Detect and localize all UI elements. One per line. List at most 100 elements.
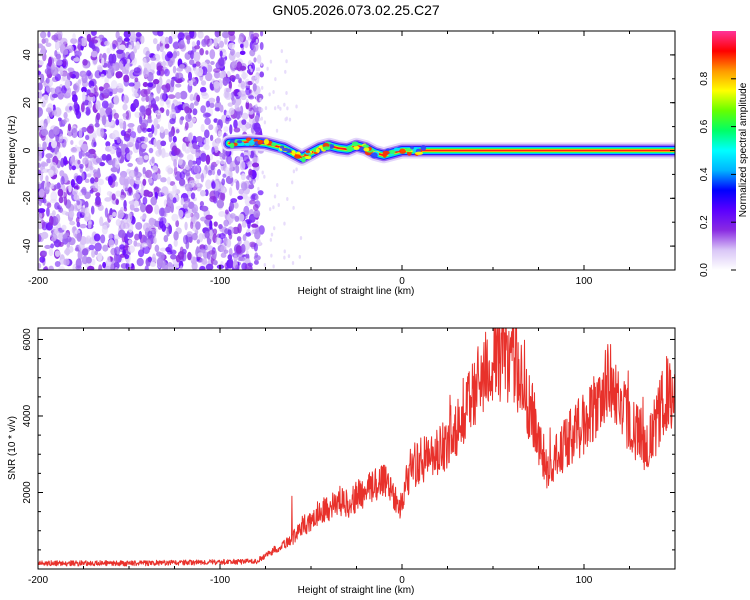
noise-speckle [142, 196, 148, 205]
noise-speckle [193, 100, 199, 106]
noise-speckle [123, 74, 130, 83]
noise-speckle [160, 247, 167, 252]
noise-speckle [237, 223, 242, 234]
noise-speckle [138, 146, 144, 157]
noise-speckle [189, 102, 195, 110]
noise-speckle [207, 169, 213, 176]
noise-speckle [147, 256, 152, 263]
noise-speckle [291, 261, 295, 266]
noise-speckle [119, 244, 126, 250]
noise-speckle [65, 247, 70, 256]
noise-speckle [61, 224, 67, 231]
ridge-blob [305, 150, 310, 154]
noise-speckle [139, 105, 146, 113]
colorbar-ticks: 0.0 0.2 0.4 0.6 0.8 [699, 71, 736, 277]
noise-speckle [193, 164, 201, 174]
noise-speckle [130, 131, 137, 139]
noise-speckle [235, 245, 243, 254]
ridge-blob [363, 147, 370, 152]
noise-speckle [45, 107, 52, 113]
noise-speckle [241, 119, 247, 125]
ridge-blob [291, 150, 296, 156]
noise-speckle [187, 159, 193, 168]
noise-speckle [199, 265, 206, 270]
noise-speckle [205, 154, 211, 165]
noise-speckle [111, 193, 116, 201]
noise-speckle [277, 104, 280, 109]
noise-speckle [161, 261, 169, 270]
noise-speckle [127, 187, 133, 193]
noise-speckle [100, 234, 106, 244]
noise-speckle [251, 162, 260, 168]
noise-speckle [201, 258, 208, 265]
noise-speckle [44, 68, 51, 75]
noise-speckle [88, 92, 95, 98]
noise-speckle [94, 70, 102, 79]
noise-speckle [47, 31, 51, 38]
noise-speckle [65, 105, 70, 111]
noise-speckle [75, 265, 82, 270]
noise-speckle [115, 190, 122, 197]
noise-speckle [295, 104, 298, 109]
noise-speckle [175, 83, 182, 88]
ridge-blob [405, 148, 412, 152]
noise-speckle [158, 147, 162, 155]
noise-speckle [159, 99, 165, 107]
noise-speckle [179, 171, 186, 180]
noise-speckle [149, 95, 154, 101]
noise-speckle [55, 53, 62, 60]
noise-speckle [221, 178, 226, 186]
noise-speckle [135, 41, 141, 50]
noise-speckle [107, 175, 113, 186]
noise-speckle [214, 107, 221, 112]
noise-speckle [235, 51, 241, 58]
noise-speckle [204, 129, 210, 139]
noise-speckle [200, 205, 209, 212]
noise-speckle [259, 31, 264, 37]
noise-speckle [102, 244, 109, 252]
noise-speckle [45, 77, 50, 84]
noise-speckle [195, 155, 202, 166]
noise-speckle [196, 39, 201, 46]
noise-speckle [249, 199, 256, 205]
noise-speckle [240, 80, 246, 90]
noise-speckle [57, 91, 64, 100]
noise-speckle [195, 221, 201, 230]
noise-speckle [46, 202, 52, 209]
noise-speckle [110, 167, 118, 173]
noise-speckle [115, 71, 123, 79]
noise-speckle [79, 163, 84, 169]
noise-speckle [253, 57, 257, 63]
noise-speckle [257, 190, 264, 196]
noise-speckle [65, 86, 72, 97]
noise-speckle [150, 56, 157, 61]
noise-speckle [81, 143, 89, 153]
noise-speckle [200, 173, 204, 183]
noise-speckle [200, 124, 205, 133]
noise-speckle [231, 60, 238, 69]
noise-speckle [284, 69, 287, 74]
noise-speckle [38, 162, 41, 168]
noise-speckle [196, 94, 201, 103]
noise-speckle [233, 202, 239, 209]
spectrogram-x-tick-label: -200 [28, 276, 48, 287]
noise-speckle [64, 232, 70, 237]
snr-line [38, 328, 675, 567]
noise-speckle [69, 220, 76, 226]
noise-speckle [255, 67, 259, 72]
noise-speckle [164, 53, 171, 62]
noise-speckle [218, 152, 224, 158]
noise-speckle [38, 262, 42, 269]
noise-speckle [71, 127, 78, 139]
noise-speckle [162, 210, 167, 217]
noise-speckle [62, 119, 67, 125]
noise-speckle [260, 116, 263, 121]
noise-speckle [152, 165, 159, 173]
noise-speckle [104, 76, 109, 85]
noise-speckle [108, 145, 116, 150]
noise-speckle [128, 200, 135, 205]
noise-speckle [77, 159, 81, 165]
noise-speckle [148, 132, 153, 138]
noise-speckle [72, 226, 77, 231]
noise-speckle [252, 41, 259, 52]
